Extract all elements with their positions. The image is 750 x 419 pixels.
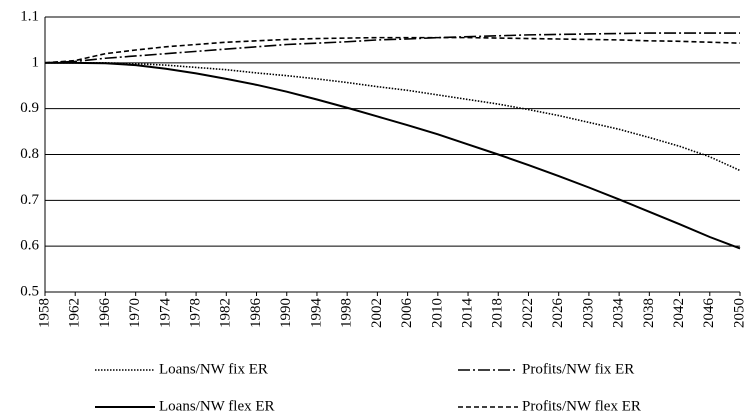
x-tick-label: 2046 [701, 298, 717, 329]
x-tick-label: 1962 [67, 298, 83, 328]
x-tick-label: 1998 [339, 298, 355, 328]
x-tick-label: 1986 [248, 298, 264, 329]
x-tick-label: 2002 [369, 298, 385, 328]
y-tick-label: 0.8 [20, 146, 39, 162]
x-tick-label: 1982 [218, 298, 234, 328]
legend-label: Profits/NW flex ER [522, 398, 641, 414]
x-tick-label: 2034 [611, 298, 627, 329]
series-line [44, 36, 741, 64]
series-line [45, 62, 741, 172]
series-line [44, 32, 740, 64]
y-tick-label: 0.6 [20, 238, 39, 254]
y-tick-label: 1 [32, 54, 40, 70]
x-tick-label: 1970 [127, 298, 143, 328]
legend-label: Loans/NW fix ER [159, 361, 268, 377]
x-tick-label: 2010 [429, 298, 445, 328]
y-tick-label: 0.9 [20, 100, 39, 116]
x-tick-label: 2042 [671, 298, 687, 328]
x-tick-label: 1990 [278, 298, 294, 328]
x-tick-label: 2030 [580, 298, 596, 328]
series-line [45, 61, 741, 250]
y-tick-label: 0.5 [20, 283, 39, 299]
x-tick-label: 2018 [490, 298, 506, 328]
y-tick-label: 0.7 [20, 192, 39, 208]
x-tick-label: 2006 [399, 298, 415, 329]
x-tick-label: 2022 [520, 298, 536, 328]
x-tick-label: 2038 [641, 298, 657, 328]
x-tick-label: 2050 [731, 298, 747, 328]
x-tick-label: 2026 [550, 298, 566, 329]
legend-label: Profits/NW fix ER [522, 361, 634, 377]
x-tick-label: 1994 [308, 298, 324, 329]
y-tick-label: 1.1 [20, 8, 39, 24]
x-tick-label: 1974 [157, 298, 173, 329]
x-tick-label: 2014 [459, 298, 475, 329]
legend-label: Loans/NW flex ER [159, 398, 275, 414]
x-tick-label: 1958 [36, 298, 52, 328]
x-tick-label: 1978 [188, 298, 204, 328]
x-tick-label: 1966 [97, 298, 113, 329]
